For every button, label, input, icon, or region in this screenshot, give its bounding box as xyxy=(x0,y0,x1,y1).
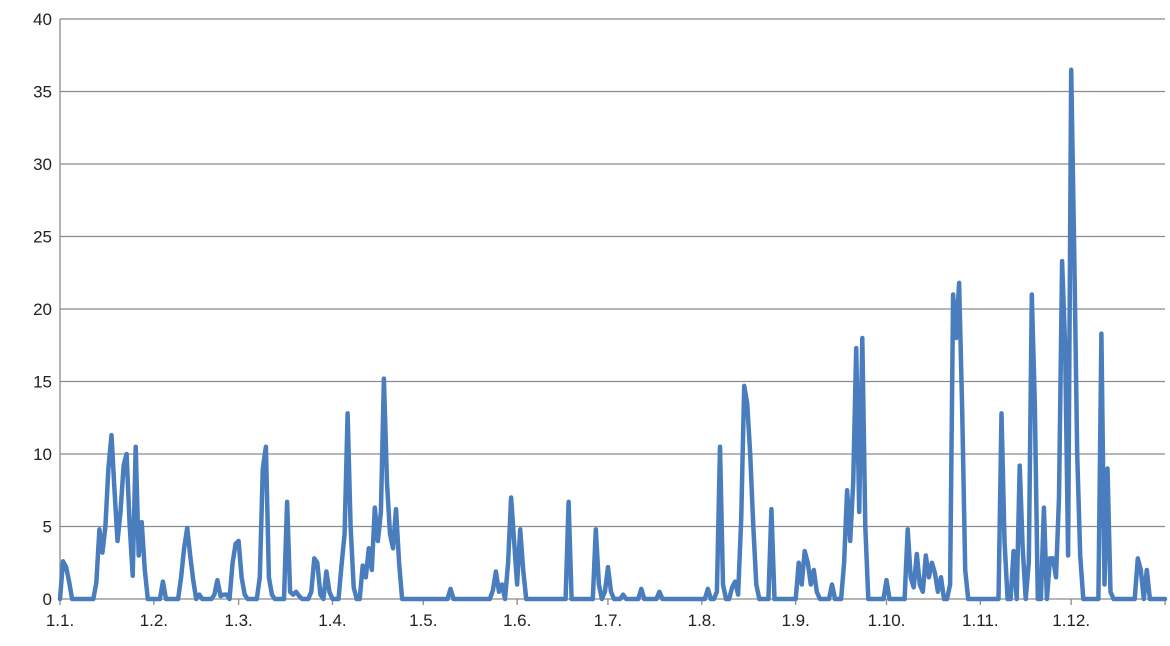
x-tick-label: 1.10. xyxy=(868,611,906,630)
y-tick-label: 10 xyxy=(33,445,52,464)
gridlines xyxy=(60,18,1165,528)
y-tick-label: 0 xyxy=(43,590,52,609)
x-axis-ticks: 1.1. 1.2. 1.3. 1.4. 1.5. 1.6. 1.7. 1.8. 1.9. 1.10… xyxy=(46,599,1166,630)
x-tick-label: 1.9. xyxy=(781,611,809,630)
y-axis-ticks: 0 5 10 15 20 25 30 35 40 xyxy=(33,10,52,609)
y-tick-label: 40 xyxy=(33,10,52,29)
y-tick-label: 5 xyxy=(43,518,52,537)
y-tick-label: 25 xyxy=(33,228,52,247)
x-tick-label: 1.5. xyxy=(409,611,437,630)
x-tick-label: 1.6. xyxy=(503,611,531,630)
y-tick-label: 15 xyxy=(33,373,52,392)
x-tick-label: 1.1. xyxy=(46,611,74,630)
series-group xyxy=(57,67,1168,602)
x-tick-label: 1.11. xyxy=(962,611,999,630)
x-tick-label: 1.12. xyxy=(1052,611,1090,630)
y-tick-label: 35 xyxy=(33,83,52,102)
x-tick-label: 1.2. xyxy=(140,611,168,630)
y-tick-label: 20 xyxy=(33,300,52,319)
x-tick-label: 1.3. xyxy=(224,611,252,630)
x-tick-label: 1.7. xyxy=(594,611,622,630)
x-tick-label: 1.8. xyxy=(688,611,716,630)
y-tick-label: 30 xyxy=(33,155,52,174)
series-line xyxy=(57,67,1168,602)
x-tick-label: 1.4. xyxy=(318,611,346,630)
